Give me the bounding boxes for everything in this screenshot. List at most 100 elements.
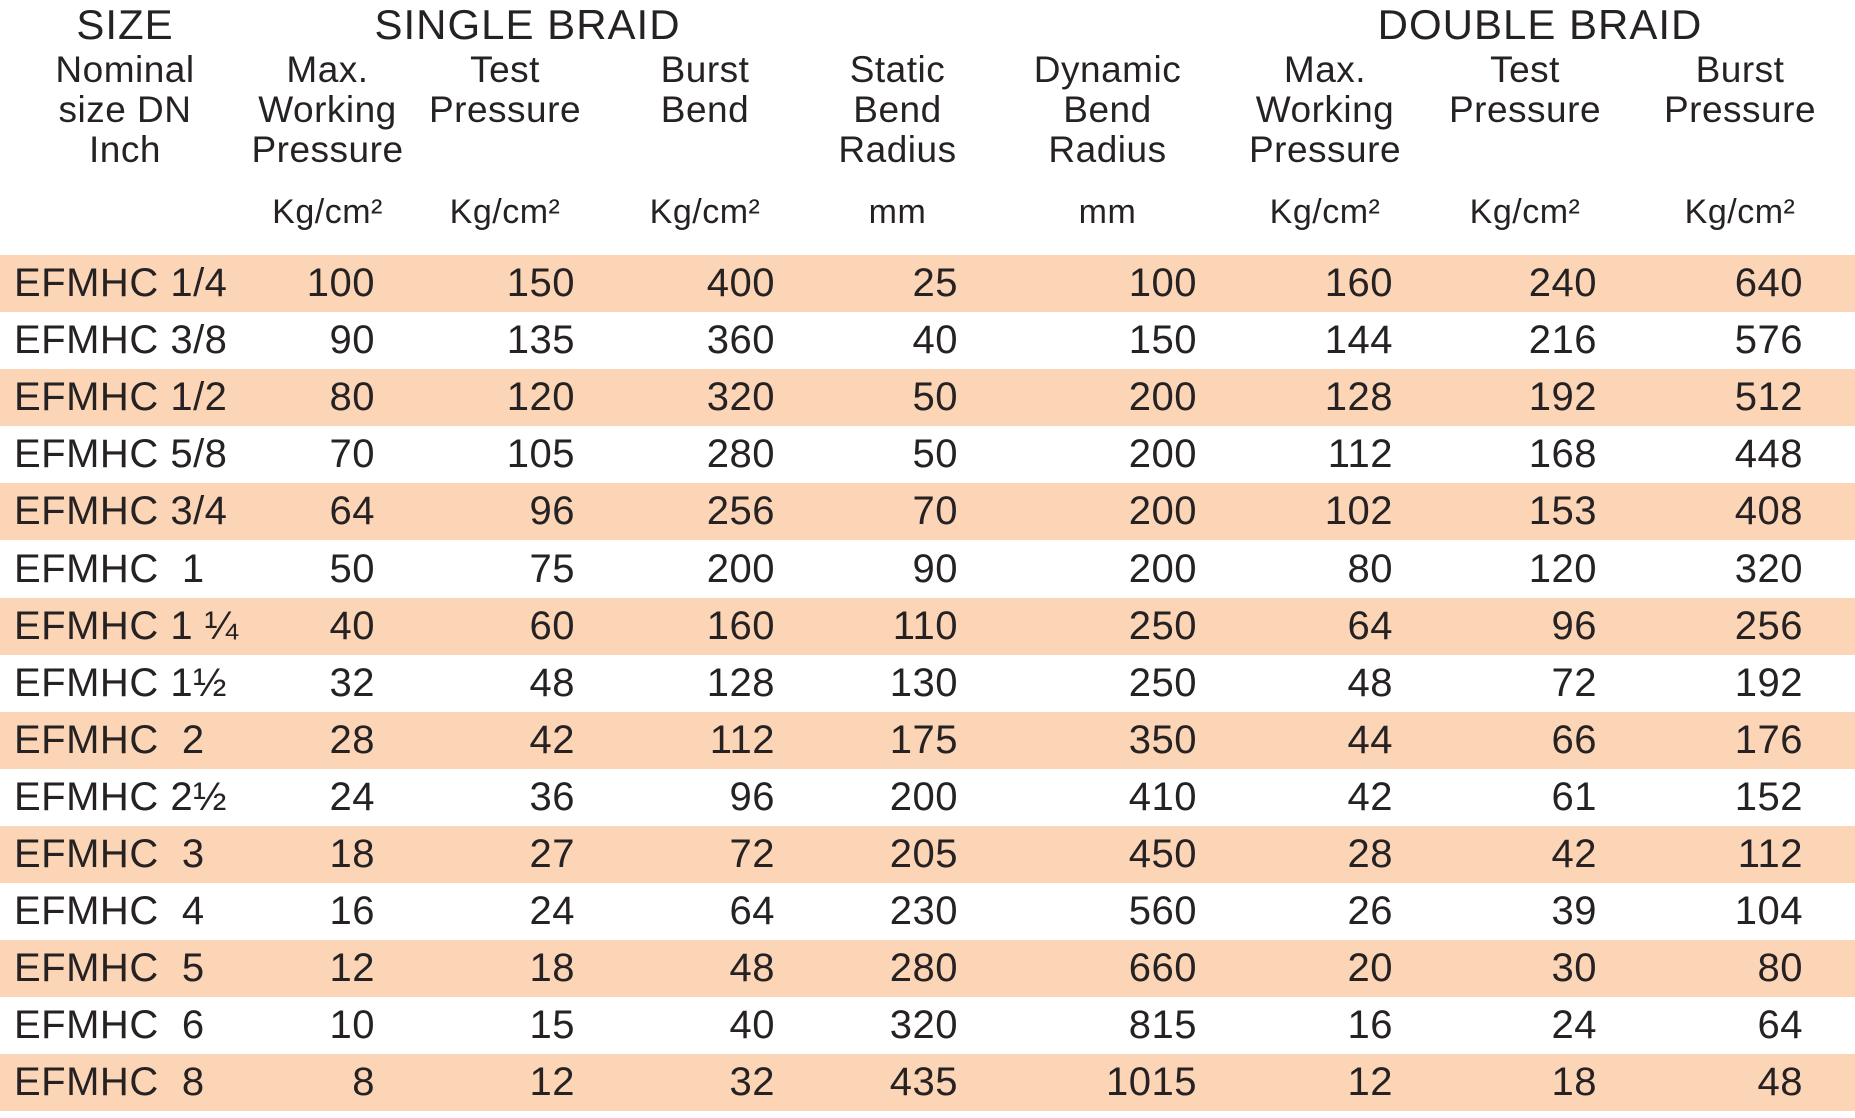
column-header-cell bbox=[605, 130, 805, 170]
value-cell: 64 bbox=[1757, 1003, 1803, 1048]
column-header-cell: Burst bbox=[660, 49, 750, 90]
column-header-line-3: Inch Pressure Radius Radius Pressure bbox=[0, 130, 1855, 170]
table-row: EFMHC 2½ 24 36 96 200 410 42 61 152 bbox=[0, 769, 1855, 826]
value-cell: 320 bbox=[889, 1003, 958, 1048]
value-cell: 512 bbox=[1734, 375, 1803, 420]
value-cell: 12 bbox=[1347, 1060, 1393, 1105]
value-cell: 42 bbox=[1347, 774, 1393, 819]
value-cell: 24 bbox=[529, 889, 575, 934]
value-cell: 176 bbox=[1734, 717, 1803, 762]
value-cell: 200 bbox=[1128, 432, 1197, 477]
value-cell: 70 bbox=[912, 489, 958, 534]
value-cell: 72 bbox=[1551, 660, 1597, 705]
value-cell: 64 bbox=[1347, 603, 1393, 648]
value-cell: 50 bbox=[912, 432, 958, 477]
value-cell: 96 bbox=[1551, 603, 1597, 648]
column-header-line-1: Nominal Max. Test Burst Static Dynamic M… bbox=[0, 50, 1855, 90]
row-size-label: EFMHC 8 bbox=[14, 1060, 205, 1105]
value-cell: 64 bbox=[729, 889, 775, 934]
table-row: EFMHC 3/8 90 135 360 40 150 144 216 576 bbox=[0, 312, 1855, 369]
value-cell: 104 bbox=[1734, 889, 1803, 934]
row-size-label: EFMHC 4 bbox=[14, 889, 205, 934]
value-cell: 250 bbox=[1128, 660, 1197, 705]
value-cell: 175 bbox=[889, 717, 958, 762]
value-cell: 435 bbox=[889, 1060, 958, 1105]
value-cell: 168 bbox=[1528, 432, 1597, 477]
column-header-cell: Pressure bbox=[1663, 89, 1817, 130]
value-cell: 10 bbox=[329, 1003, 375, 1048]
column-header-line-2: size DN Working Pressure Bend Bend Bend … bbox=[0, 90, 1855, 130]
column-header-cell: Test bbox=[470, 49, 540, 90]
group-header-size: SIZE bbox=[76, 1, 174, 48]
value-cell: 192 bbox=[1734, 660, 1803, 705]
value-cell: 18 bbox=[529, 946, 575, 991]
value-cell: 40 bbox=[329, 603, 375, 648]
row-size-label: EFMHC 3/4 bbox=[14, 489, 228, 534]
column-header-cell: Nominal bbox=[55, 49, 195, 90]
value-cell: 24 bbox=[329, 774, 375, 819]
value-cell: 50 bbox=[912, 375, 958, 420]
value-cell: 44 bbox=[1347, 717, 1393, 762]
column-header-cell: size DN bbox=[58, 89, 192, 130]
value-cell: 560 bbox=[1128, 889, 1197, 934]
value-cell: 660 bbox=[1128, 946, 1197, 991]
value-cell: 16 bbox=[1347, 1003, 1393, 1048]
value-cell: 96 bbox=[729, 774, 775, 819]
column-header-unit-cell: mm bbox=[868, 193, 927, 231]
value-cell: 32 bbox=[329, 660, 375, 705]
value-cell: 80 bbox=[329, 375, 375, 420]
value-cell: 96 bbox=[529, 489, 575, 534]
value-cell: 61 bbox=[1551, 774, 1597, 819]
column-header-unit-cell: Kg/cm² bbox=[1469, 193, 1581, 231]
column-header-cell: Pressure bbox=[428, 89, 582, 130]
value-cell: 18 bbox=[1551, 1060, 1597, 1105]
value-cell: 152 bbox=[1734, 774, 1803, 819]
value-cell: 1015 bbox=[1106, 1060, 1197, 1105]
column-header-cell: Working bbox=[258, 89, 397, 130]
column-header-cell: Radius bbox=[1048, 129, 1167, 170]
row-size-label: EFMHC 1/2 bbox=[14, 375, 228, 420]
row-size-label: EFMHC 1½ bbox=[14, 660, 227, 705]
value-cell: 120 bbox=[506, 375, 575, 420]
value-cell: 120 bbox=[1528, 546, 1597, 591]
value-cell: 280 bbox=[706, 432, 775, 477]
column-header-cell: Max. bbox=[286, 49, 369, 90]
table-row: EFMHC 1 ¼ 40 60 160 110 250 64 96 256 bbox=[0, 597, 1855, 655]
column-header-unit-cell: Kg/cm² bbox=[272, 193, 383, 231]
value-cell: 100 bbox=[1128, 261, 1197, 306]
value-cell: 28 bbox=[1347, 831, 1393, 876]
value-cell: 153 bbox=[1528, 489, 1597, 534]
value-cell: 32 bbox=[729, 1060, 775, 1105]
table-row: EFMHC 1/2 80 120 320 50 200 128 192 512 bbox=[0, 369, 1855, 427]
column-header-cell: Dynamic bbox=[1033, 49, 1182, 90]
value-cell: 450 bbox=[1128, 831, 1197, 876]
column-header-unit-cell: Kg/cm² bbox=[649, 193, 761, 231]
value-cell: 70 bbox=[329, 432, 375, 477]
value-cell: 320 bbox=[1734, 546, 1803, 591]
value-cell: 25 bbox=[912, 261, 958, 306]
value-cell: 205 bbox=[889, 831, 958, 876]
value-cell: 42 bbox=[1551, 831, 1597, 876]
column-header-cell: Test bbox=[1490, 49, 1560, 90]
value-cell: 48 bbox=[1347, 660, 1393, 705]
value-cell: 26 bbox=[1347, 889, 1393, 934]
column-header-cell: Pressure bbox=[251, 129, 404, 170]
row-size-label: EFMHC 1 bbox=[14, 546, 205, 591]
column-header-cell bbox=[1625, 130, 1855, 170]
value-cell: 80 bbox=[1347, 546, 1393, 591]
value-cell: 448 bbox=[1734, 432, 1803, 477]
table-row: EFMHC 5 12 18 48 280 660 20 30 80 bbox=[0, 940, 1855, 998]
value-cell: 12 bbox=[529, 1060, 575, 1105]
column-header-cell: Bend bbox=[1063, 89, 1152, 130]
value-cell: 90 bbox=[912, 546, 958, 591]
value-cell: 48 bbox=[729, 946, 775, 991]
column-header-cell: Max. bbox=[1283, 49, 1367, 90]
value-cell: 144 bbox=[1324, 318, 1393, 363]
value-cell: 320 bbox=[706, 375, 775, 420]
value-cell: 102 bbox=[1324, 489, 1393, 534]
value-cell: 30 bbox=[1551, 946, 1597, 991]
value-cell: 60 bbox=[529, 603, 575, 648]
row-size-label: EFMHC 3 bbox=[14, 831, 205, 876]
value-cell: 200 bbox=[889, 774, 958, 819]
